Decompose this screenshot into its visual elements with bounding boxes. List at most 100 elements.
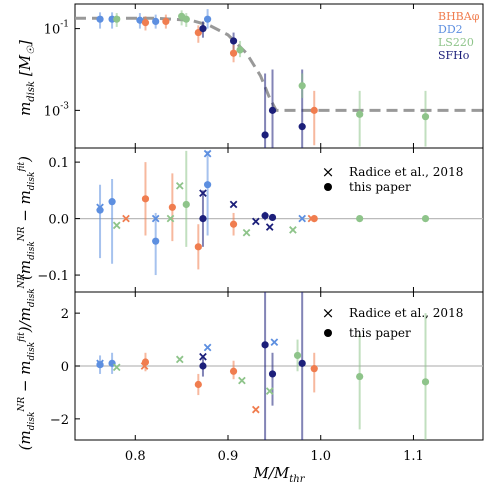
data-cross [203,149,212,158]
data-point [182,15,190,23]
y-tick-label: 0.1 [48,156,69,171]
legend-cross-icon: × [322,163,335,181]
data-point [261,131,269,139]
data-point [293,351,302,360]
legend-radice-label: Radice et al., 2018 [349,306,463,320]
data-cross [265,223,274,231]
data-point [421,113,430,121]
legend-dot-icon [324,183,332,191]
y-tick-label: −2 [50,413,69,428]
data-point [141,19,150,27]
y-tick-label: 0 [61,360,69,375]
legend-this-paper-label: this paper [349,180,411,194]
x-tick-label: 0.8 [125,449,146,464]
data-point [298,123,306,131]
data-point [268,213,277,222]
data-cross [151,214,160,223]
data-point [229,220,238,228]
data-point [421,378,430,386]
x-tick-label: 1.0 [310,449,331,464]
y-tick-label: 2 [61,307,69,322]
data-cross [229,200,238,209]
data-cross [199,189,207,198]
y-tick-label: 0.0 [48,213,69,228]
data-cross [298,214,307,223]
data-cross [166,214,175,223]
data-cross [307,214,316,223]
data-point [194,243,202,251]
data-cross [96,203,104,212]
data-point [152,237,160,245]
legend-dot-icon [324,329,332,337]
legend-eos-ls220: LS220 [438,36,474,49]
data-cross [199,352,207,361]
data-point [204,181,212,189]
data-point [108,198,116,206]
x-tick-label: 0.9 [218,449,239,464]
data-point [162,17,170,26]
data-point [298,359,306,367]
data-cross [242,228,251,237]
data-point [268,106,277,114]
fit-curve [75,16,483,112]
data-cross [265,387,274,395]
marker-legend-bottom: × Radice et al., 2018 this paper [322,304,464,340]
data-point [199,25,207,33]
data-point [298,82,306,90]
legend-cross-icon: × [322,304,335,322]
data-point [182,200,190,209]
legend-eos-bhba: BHBAφ [438,10,480,23]
data-point [168,203,176,211]
data-cross [112,363,121,372]
data-point [204,15,212,23]
data-point [310,106,318,114]
eos-legend: BHBAφ DD2 LS220 SFHo [438,10,480,62]
data-point [261,341,269,349]
data-cross [203,343,212,352]
data-point [261,212,269,220]
data-point [229,367,238,375]
data-cross [122,214,130,223]
data-cross [140,362,149,370]
data-point [421,214,430,223]
data-cross [96,359,104,368]
data-point [96,361,104,369]
data-point [194,380,202,389]
data-point [356,214,364,223]
legend-eos-sfho: SFHo [438,49,470,62]
y-tick-label: 10-1 [44,20,69,38]
data-point [268,370,277,378]
data-cross [112,221,121,230]
data-point [113,15,121,23]
data-point [310,365,318,373]
y-tick-label: 10-3 [44,101,70,119]
data-point [229,49,238,57]
legend-eos-dd2: DD2 [438,23,463,36]
data-cross [289,226,297,234]
data-cross [238,376,246,385]
data-cross [270,338,279,347]
y-axis-label-bottom: (mdiskNR − mdiskfit)/mdiskNR [16,273,37,450]
panel-top-frame [74,3,484,149]
legend-this-paper-label: this paper [349,326,411,340]
data-marks [75,9,483,440]
y-axis-label-middle: (mdiskNR − mdiskfit) [16,156,37,280]
data-point [236,46,244,54]
data-point [141,195,150,203]
x-tick-label: 1.1 [403,449,424,464]
y-axis-label-top: mdisk [M☉] [16,40,37,116]
axis-ticks: 10-1 10-3 0.1 0.0 −0.1 2 0 −2 0.8 0.9 1.0 1.1 [37,4,424,464]
data-point [229,37,238,45]
y-tick-label: −0.1 [37,269,69,284]
data-cross [251,217,260,226]
data-point [356,110,364,118]
legend-radice-label: Radice et al., 2018 [349,165,463,179]
data-point [96,15,104,23]
data-point [199,362,207,370]
data-point [356,372,364,381]
data-point [199,214,207,223]
data-point [152,17,160,26]
data-point [136,16,144,24]
x-axis-label: M/Mthr [252,464,305,485]
